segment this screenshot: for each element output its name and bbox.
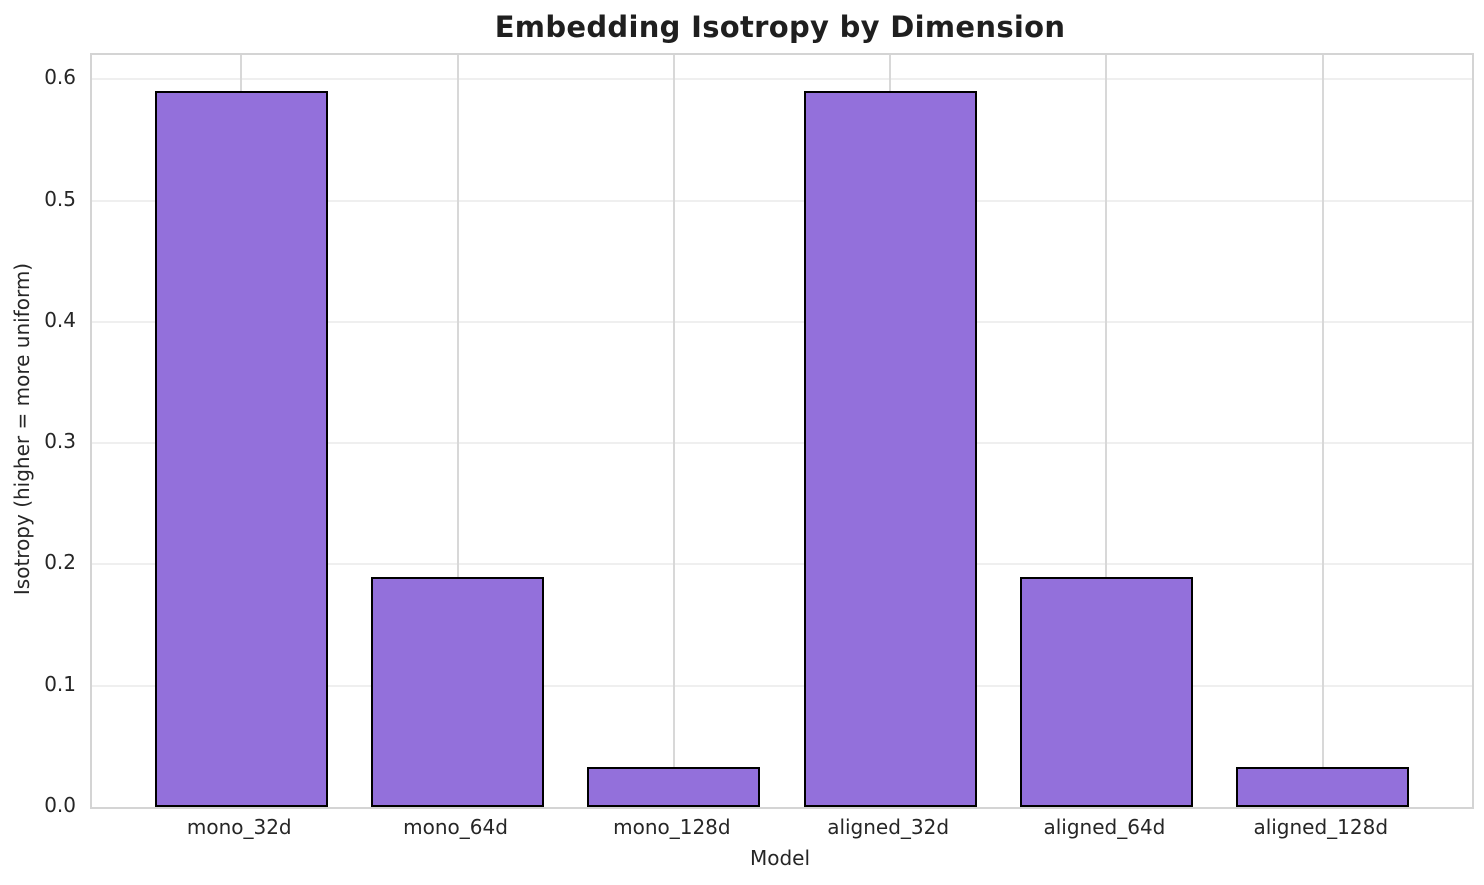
- bar-mono_64d: [371, 576, 545, 807]
- y-tick-label: 0.5: [44, 186, 76, 211]
- chart-title: Embedding Isotropy by Dimension: [494, 10, 1066, 44]
- x-tick-label-mono_32d: mono_32d: [186, 815, 292, 839]
- x-tick-label-mono_128d: mono_128d: [613, 815, 731, 839]
- x-tick-label-mono_64d: mono_64d: [403, 815, 508, 839]
- y-tick-label: 0.0: [44, 793, 76, 817]
- bar-mono_128d: [587, 766, 761, 807]
- gridline-vertical: [672, 55, 675, 807]
- y-tick-label: 0.2: [44, 550, 76, 575]
- bar-aligned_128d: [1236, 766, 1410, 807]
- gridline-vertical: [1321, 55, 1324, 807]
- x-tick-label-aligned_128d: aligned_128d: [1253, 815, 1389, 839]
- plot-area: [90, 53, 1474, 809]
- x-tick-label-aligned_32d: aligned_32d: [827, 815, 950, 839]
- bar-aligned_32d: [803, 91, 977, 807]
- y-tick-label: 0.1: [44, 671, 76, 696]
- y-tick-label: 0.4: [44, 307, 76, 332]
- y-tick-label: 0.6: [44, 65, 76, 90]
- x-tick-label-aligned_64d: aligned_64d: [1043, 815, 1166, 839]
- bar-mono_32d: [154, 91, 328, 807]
- gridline-horizontal: [92, 78, 1472, 81]
- x-axis-label: Model: [749, 846, 811, 870]
- y-tick-label: 0.3: [44, 429, 76, 454]
- bar-aligned_64d: [1019, 576, 1193, 807]
